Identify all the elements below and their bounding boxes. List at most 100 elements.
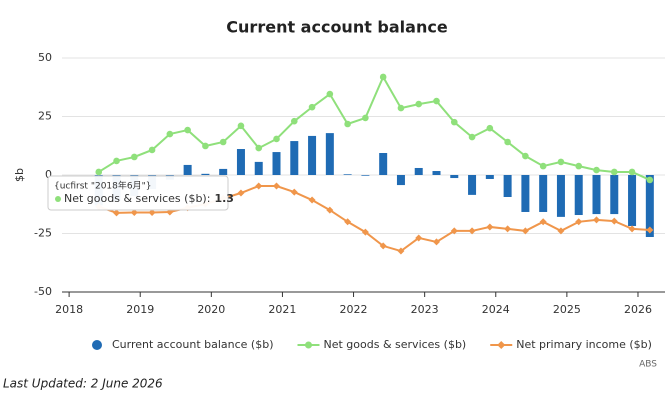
point	[273, 182, 281, 190]
point	[557, 227, 565, 235]
x-tick-label: 2023	[411, 303, 439, 316]
point	[344, 120, 351, 128]
point	[237, 122, 245, 130]
point	[486, 223, 494, 231]
legend-label[interactable]: Net primary income ($b)	[516, 338, 652, 351]
point	[202, 142, 209, 150]
point	[504, 225, 512, 233]
point	[450, 227, 458, 235]
point	[362, 114, 369, 122]
point	[592, 216, 600, 224]
point	[237, 189, 245, 197]
point	[308, 196, 316, 204]
point	[539, 218, 547, 226]
point	[628, 225, 636, 233]
bar	[219, 168, 228, 175]
point	[255, 182, 263, 190]
point	[433, 238, 441, 246]
x-tick-label: 2022	[340, 303, 368, 316]
point	[521, 227, 529, 235]
y-axis-label: $b	[13, 168, 26, 182]
point	[397, 247, 405, 255]
legend-symbol	[92, 340, 102, 350]
point	[646, 226, 654, 234]
legend-label[interactable]: Current account balance ($b)	[112, 338, 274, 351]
bar	[503, 175, 512, 197]
source: ABS	[639, 360, 657, 370]
point	[575, 218, 583, 226]
point	[468, 133, 476, 141]
bar	[610, 175, 619, 215]
bar	[290, 141, 299, 175]
bar	[539, 175, 548, 212]
bar	[396, 175, 405, 186]
bar	[325, 133, 334, 175]
x-tick-label: 2024	[482, 303, 510, 316]
point	[486, 124, 494, 132]
point	[130, 153, 138, 161]
bar	[361, 175, 370, 176]
bar	[450, 175, 459, 179]
x-tick-label: 2019	[126, 303, 154, 316]
point	[95, 168, 103, 176]
footer: Last Updated: 2 June 2026	[3, 377, 163, 391]
tooltip-header: {ucfirst "2018年6月"}	[54, 180, 151, 192]
bar	[414, 167, 423, 175]
legend-symbol	[305, 341, 312, 349]
point	[610, 217, 618, 225]
bar	[201, 173, 210, 175]
point	[290, 117, 298, 125]
point	[148, 146, 156, 154]
tooltip-symbol	[55, 196, 61, 202]
bar	[183, 164, 192, 175]
bar	[592, 175, 601, 215]
bar	[432, 171, 441, 175]
tooltip-box	[47, 175, 229, 211]
point	[326, 206, 334, 214]
point	[610, 168, 618, 176]
point	[397, 104, 405, 112]
point	[361, 228, 369, 236]
point	[148, 208, 156, 216]
bar	[485, 175, 494, 179]
bar	[254, 161, 263, 175]
bar	[272, 152, 281, 175]
legend-label[interactable]: Net goods & services ($b)	[324, 338, 467, 351]
point	[326, 90, 334, 98]
tooltip: {ucfirst "2018年6月"}Net goods & services …	[47, 175, 234, 211]
bar	[574, 175, 583, 216]
point	[308, 103, 316, 111]
point	[522, 152, 529, 160]
point	[184, 126, 191, 134]
point	[539, 162, 547, 170]
point	[113, 157, 120, 165]
tooltip-label: Net goods & services ($b):	[64, 192, 210, 205]
bar	[628, 175, 637, 227]
point	[468, 227, 476, 235]
bar	[236, 149, 245, 175]
point	[344, 218, 352, 226]
point	[575, 162, 583, 170]
point	[255, 144, 263, 152]
point	[290, 188, 298, 196]
point	[415, 100, 423, 108]
tooltip-value: 1.3	[214, 192, 234, 205]
chart-title: Current account balance	[226, 18, 448, 37]
point	[130, 208, 138, 216]
x-tick-label: 2021	[268, 303, 296, 316]
point	[593, 166, 600, 174]
point	[415, 234, 423, 242]
bar	[556, 175, 565, 217]
point	[113, 209, 121, 217]
bar	[379, 153, 388, 175]
point	[628, 168, 636, 176]
y-tick-label: -25	[34, 227, 52, 240]
x-tick-label: 2025	[553, 303, 581, 316]
x-tick-label: 2020	[197, 303, 225, 316]
y-tick-label: -50	[34, 285, 52, 298]
point	[379, 242, 387, 250]
legend[interactable]: Current account balance ($b) Net goods & …	[92, 338, 652, 351]
bar	[308, 135, 317, 175]
point	[557, 158, 565, 166]
point	[504, 138, 511, 146]
